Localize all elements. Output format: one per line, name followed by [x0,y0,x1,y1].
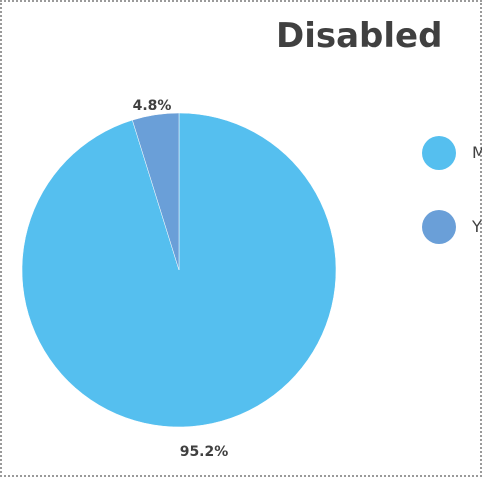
chart-title: Disabled [276,16,443,56]
pie-slice-Y [132,112,180,271]
pie-slices [21,112,337,428]
slice-label-M: 95.2% [180,444,229,460]
slice-label-Y: 4.8% [133,98,172,114]
